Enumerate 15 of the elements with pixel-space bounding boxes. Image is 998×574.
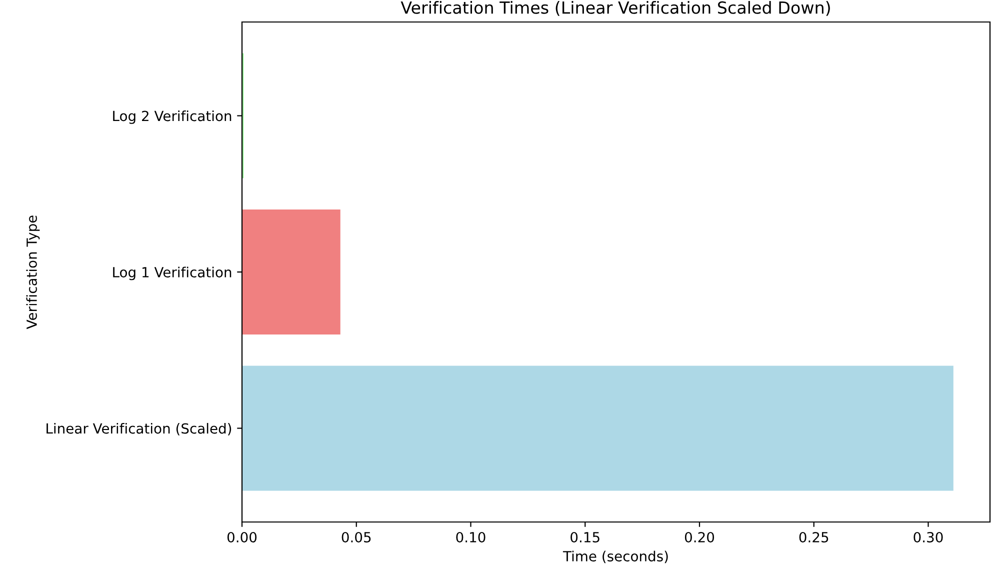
y-axis-title: Verification Type xyxy=(26,216,40,330)
chart-title: Verification Times (Linear Verification Scaled Down) xyxy=(400,1,830,16)
x-tick-label: 0.00 xyxy=(227,532,257,542)
x-tick-label: 0.25 xyxy=(799,532,828,542)
x-tick-label: 0.10 xyxy=(456,532,486,542)
y-tick-label: Log 1 Verification xyxy=(113,266,232,280)
bar xyxy=(242,210,340,334)
y-tick-label: Linear Verification (Scaled) xyxy=(46,422,232,436)
y-tick-label: Log 2 Verification xyxy=(113,110,232,124)
x-tick-label: 0.15 xyxy=(570,532,600,542)
x-tick-label: 0.30 xyxy=(914,532,943,542)
x-axis-title: Time (seconds) xyxy=(562,550,668,564)
bar xyxy=(242,366,954,491)
x-tick-label: 0.05 xyxy=(342,532,371,542)
x-tick-label: 0.20 xyxy=(684,532,714,542)
